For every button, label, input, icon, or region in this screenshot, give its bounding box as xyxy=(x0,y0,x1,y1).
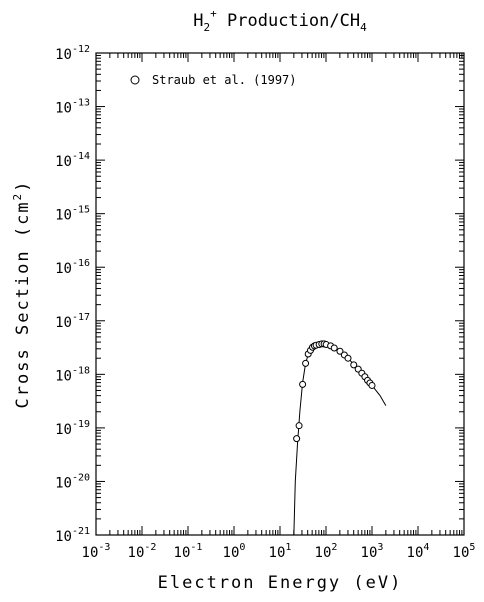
y-tick-label: 10-19 xyxy=(55,419,90,438)
data-point xyxy=(336,347,344,355)
legend-marker xyxy=(130,75,140,85)
x-tick-label: 103 xyxy=(361,542,384,561)
x-tick-label: 10-1 xyxy=(174,542,203,561)
chart-title-main: H xyxy=(193,11,203,31)
legend: Straub et al. (1997) xyxy=(130,73,297,87)
x-tick-label: 102 xyxy=(315,542,338,561)
data-point xyxy=(293,435,301,443)
axis-ticks xyxy=(95,52,465,536)
data-point xyxy=(344,354,352,362)
y-axis-label: Cross Section (cm2) xyxy=(11,180,33,409)
x-tick-label: 101 xyxy=(269,542,292,561)
chart-title-sup: + xyxy=(210,7,217,20)
chart-title-sub1: 2 xyxy=(204,21,211,34)
x-tick-labels: 10-3 10-2 10-1 100 101 102 103 104 105 xyxy=(82,542,476,561)
y-axis-label-sup: 2 xyxy=(11,192,24,201)
x-axis-label: Electron Energy (eV) xyxy=(158,573,403,593)
y-tick-label: 10-18 xyxy=(55,365,90,384)
plot-area xyxy=(293,340,387,536)
y-axis-label-text: Cross Section (cm xyxy=(13,200,33,408)
legend-label: Straub et al. (1997) xyxy=(152,73,297,87)
y-tick-label: 10-21 xyxy=(55,526,90,545)
y-tick-label: 10-12 xyxy=(55,44,90,63)
y-tick-label: 10-20 xyxy=(55,472,90,491)
x-tick-label: 104 xyxy=(407,542,430,561)
fit-line xyxy=(293,343,387,536)
plot-frame xyxy=(95,52,465,536)
y-tick-label: 10-14 xyxy=(55,151,90,170)
data-point xyxy=(302,359,310,367)
chart-title: H2+ Production/CH4 xyxy=(193,7,367,34)
data-point xyxy=(368,381,376,389)
y-tick-label: 10-16 xyxy=(55,258,90,277)
data-point xyxy=(330,344,338,352)
y-tick-label: 10-15 xyxy=(55,205,90,224)
data-point xyxy=(295,422,303,430)
data-point xyxy=(299,380,307,388)
x-tick-label: 105 xyxy=(453,542,476,561)
y-tick-label: 10-17 xyxy=(55,312,90,331)
data-point xyxy=(350,361,358,369)
y-tick-label: 10-13 xyxy=(55,98,90,117)
y-tick-labels: 10-21 10-20 10-19 10-18 10-17 10-16 10-15 10-14… xyxy=(55,44,90,545)
y-axis-label-close: ) xyxy=(13,180,33,192)
chart-title-rest: Production/CH xyxy=(217,11,360,31)
x-tick-label: 10-3 xyxy=(82,542,111,561)
chart-title-sub2: 4 xyxy=(360,21,367,34)
x-tick-label: 100 xyxy=(223,542,246,561)
x-tick-label: 10-2 xyxy=(128,542,157,561)
